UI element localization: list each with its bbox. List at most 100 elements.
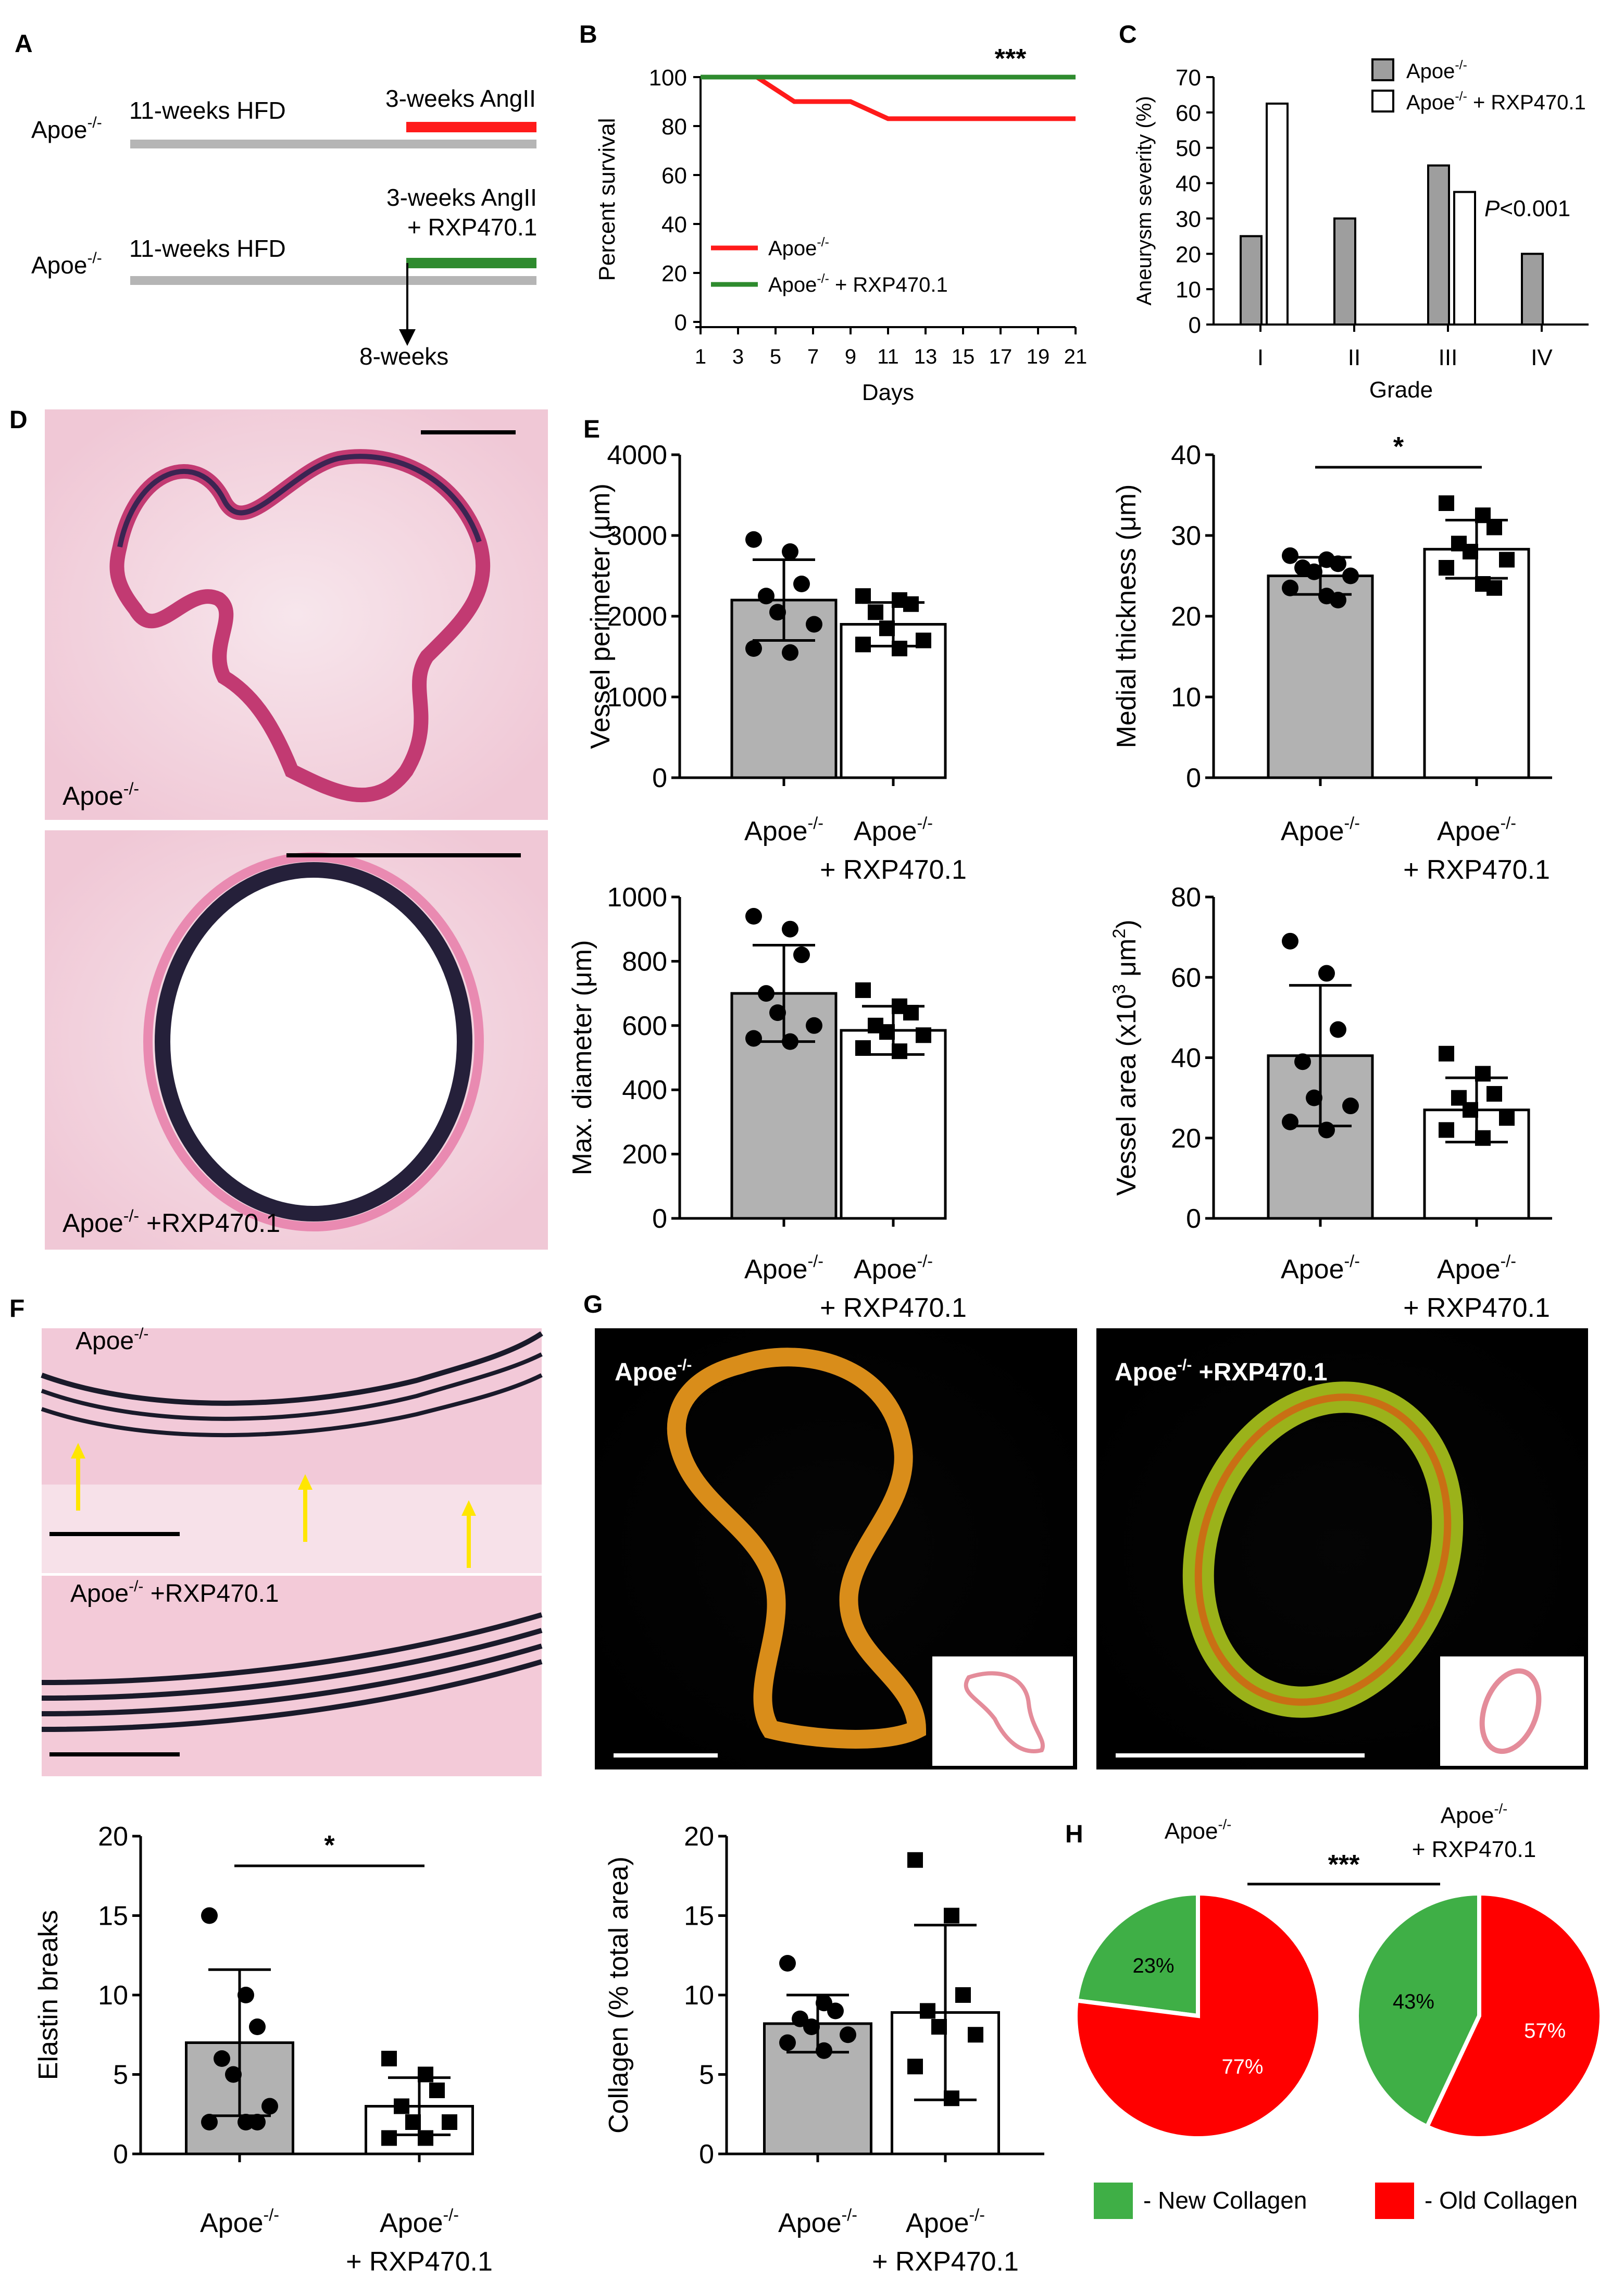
histology-g-right-inset-vessel (1479, 1668, 1542, 1754)
data-point-circle (806, 616, 822, 633)
timeline-row2-rxp: + RXP470.1 (407, 214, 537, 241)
x-tick-label: II (1348, 345, 1360, 370)
x-tick-label: 17 (989, 345, 1013, 368)
data-point-square (920, 2003, 935, 2019)
y-tick-label: 60 (1176, 101, 1201, 126)
panel-letter-b: B (579, 21, 597, 48)
bar-apoe (1521, 253, 1544, 326)
data-point-circle (782, 920, 798, 938)
panel-letter-h: H (1065, 1821, 1083, 1848)
x-tick-label: 7 (807, 345, 819, 368)
y-tick-label: 40 (1171, 440, 1201, 470)
y-tick-label: 80 (661, 114, 687, 140)
data-point-square (1486, 519, 1502, 535)
x-tick-label: 19 (1027, 345, 1050, 368)
y-tick-label: 0 (1189, 313, 1201, 338)
y-axis-label: Medial thickness (μm) (1111, 484, 1142, 749)
category-label-rxp-line1: Apoe-/- (854, 1252, 933, 1285)
data-point-circle (1342, 567, 1359, 584)
x-tick-label: 5 (770, 345, 781, 368)
y-tick-label: 4000 (607, 440, 667, 470)
y-tick-label: 20 (98, 1822, 128, 1852)
data-point-circle (779, 2034, 796, 2051)
data-point-square (855, 1040, 871, 1056)
category-label-apoe: Apoe-/- (1281, 1252, 1360, 1285)
panel-a-timeline: Apoe-/- 11-weeks HFD 3-weeks AngII Apoe-… (31, 85, 537, 370)
x-tick-label: 11 (877, 345, 899, 368)
chart-f-elastin-breaks: 0 5 10 15 20 Elastin breaks Apoe-/- Apoe-/- + RX… (33, 1822, 493, 2277)
x-tick-label: 3 (732, 345, 744, 368)
data-point-square (907, 1852, 923, 1868)
panel-letter-e: E (583, 416, 600, 443)
data-point-square (1463, 544, 1478, 559)
category-label-apoe: Apoe-/- (744, 814, 823, 846)
legend-label: Apoe-/- + RXP470.1 (1406, 90, 1586, 114)
bar-rxp (1266, 102, 1289, 326)
category-label-rxp-line1: Apoe-/- (1437, 1252, 1516, 1285)
legend-label: - Old Collagen (1425, 2187, 1578, 2214)
y-tick-label: 800 (622, 946, 667, 977)
panel-letter-f: F (9, 1295, 24, 1323)
histology-f-top-elastin-3 (41, 1373, 543, 1438)
data-point-circle (1330, 592, 1346, 608)
histology-f-arrowhead-3 (461, 1500, 476, 1516)
y-tick-label: 20 (1171, 1124, 1201, 1154)
timeline-row1-hfd: 11-weeks HFD (129, 97, 286, 124)
data-point-circle (1306, 1089, 1322, 1106)
data-point-circle (745, 1030, 762, 1047)
category-label-rxp-line2: + RXP470.1 (1403, 855, 1550, 885)
category-label-apoe: Apoe-/- (1281, 814, 1360, 846)
histology-f-top-elastin-2 (41, 1352, 543, 1421)
data-point-square (394, 2098, 409, 2114)
y-tick-label: 70 (1176, 65, 1201, 91)
y-tick-label: 80 (1171, 882, 1201, 913)
y-tick-label: 0 (699, 2139, 714, 2170)
bar-apoe (1427, 164, 1450, 326)
y-tick-label: 0 (1186, 1204, 1201, 1234)
legend-swatch (1371, 90, 1394, 113)
timeline-row1-ang: 3-weeks AngII (385, 85, 536, 112)
category-label-rxp-line2: + RXP470.1 (872, 2247, 1019, 2277)
data-point-circle (1294, 1053, 1311, 1070)
y-tick-label: 15 (684, 1901, 714, 1931)
data-point-square (381, 2130, 397, 2146)
data-point-circle (745, 531, 762, 548)
category-label-apoe: Apoe-/- (778, 2205, 857, 2238)
data-point-circle (1342, 1098, 1359, 1115)
histology-f-bottom-image (42, 1576, 542, 1776)
data-point-square (1475, 1130, 1491, 1146)
data-point-square (855, 588, 871, 604)
data-point-circle (225, 2066, 242, 2083)
category-label-rxp-line1: Apoe-/- (380, 2205, 459, 2238)
data-point-circle (793, 946, 810, 964)
data-point-circle (782, 644, 798, 661)
histology-f-bottom-elastin-3 (41, 1643, 543, 1716)
chart-e-medial-thickness: 0 10 20 30 40 Medial thickness (μm) Apoe-/- Apo… (1111, 432, 1552, 885)
pie-title-rxp-line1: Apoe-/- (1441, 1801, 1508, 1828)
significance-label: * (324, 1830, 335, 1861)
pie-slice-old-collagen (1073, 1891, 1322, 2140)
data-point-circle (238, 2114, 254, 2130)
legend-label: Apoe-/- (768, 235, 829, 260)
data-point-circle (782, 543, 798, 560)
y-tick-label: 200 (622, 1140, 667, 1170)
category-label-rxp-line1: Apoe-/- (854, 814, 933, 846)
data-point-circle (758, 588, 774, 605)
timeline-row1-hfd-bar (130, 140, 536, 148)
bar-apoe (1333, 217, 1356, 326)
x-axis-label: Days (862, 380, 914, 405)
data-point-square (855, 982, 871, 998)
panel-letter-d: D (9, 406, 28, 434)
timeline-row2-strain: Apoe-/- (31, 250, 102, 279)
y-tick-label: 40 (1176, 171, 1201, 197)
data-point-square (442, 2114, 457, 2130)
x-tick-label: III (1439, 345, 1458, 370)
histology-f-arrowhead-2 (298, 1474, 313, 1490)
data-point-square (1486, 580, 1502, 596)
x-tick-label: 21 (1064, 345, 1088, 368)
pie-title-rxp-line2: + RXP470.1 (1412, 1837, 1536, 1862)
y-axis-label: Max. diameter (μm) (567, 940, 597, 1176)
y-tick-label: 10 (684, 1980, 714, 2011)
data-point-square (418, 2066, 433, 2083)
